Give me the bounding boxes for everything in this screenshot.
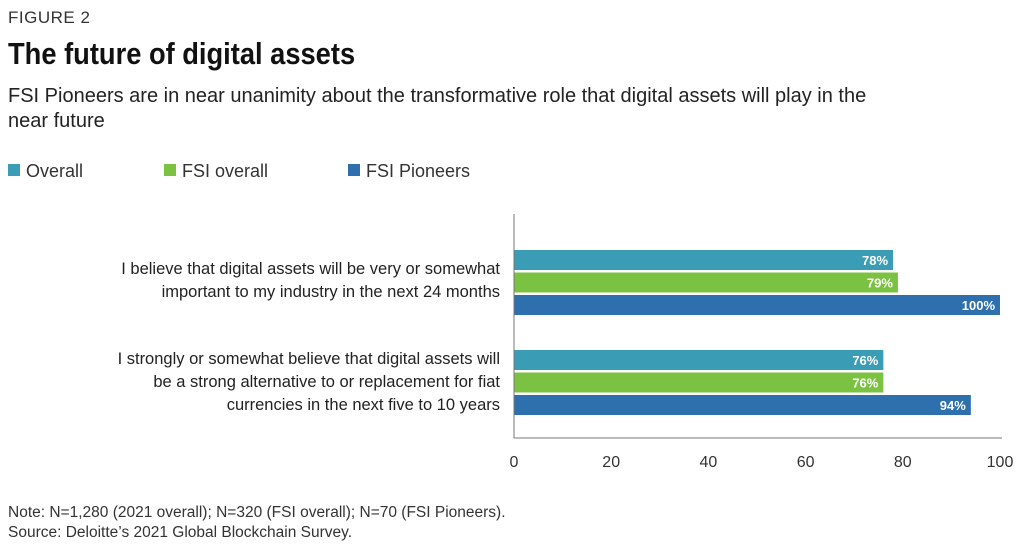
legend-label-overall: Overall: [26, 161, 84, 181]
x-tick-label-60: 60: [797, 454, 815, 471]
category-label-1-line-2: important to my industry in the next 24 …: [161, 283, 500, 301]
data-label-1-fsi-pioneers: 100%: [962, 298, 996, 313]
data-label-2-fsi-pioneers: 94%: [940, 398, 966, 413]
bar-2-fsi-overall: [514, 372, 884, 393]
source-text: Source: Deloitte’s 2021 Global Blockchai…: [8, 524, 353, 541]
chart-title: The future of digital assets: [8, 36, 356, 71]
x-tick-label-20: 20: [602, 454, 620, 471]
footnote: Note: N=1,280 (2021 overall); N=320 (FSI…: [8, 503, 506, 543]
data-label-1-overall: 78%: [862, 253, 888, 268]
legend-swatch-fsi-pioneers: [348, 164, 360, 176]
data-label-1-fsi-overall: 79%: [867, 276, 893, 291]
legend-item-overall: Overall: [8, 161, 83, 182]
bar-2-overall: [514, 350, 884, 370]
legend-swatch-fsi-overall: [164, 164, 176, 176]
category-label-2-line-2: be a strong alternative to or replacemen…: [153, 373, 500, 391]
legend-label-fsi-pioneers: FSI Pioneers: [366, 161, 471, 181]
category-label-1: I believe that digital assets will be ve…: [121, 258, 500, 304]
category-label-1-line-1: I believe that digital assets will be ve…: [121, 260, 500, 278]
bar-1-overall: [514, 250, 894, 270]
data-label-2-fsi-overall: 76%: [852, 376, 878, 391]
category-label-2: I strongly or somewhat believe that digi…: [118, 348, 500, 417]
legend-item-fsi-overall: FSI overall: [164, 161, 268, 182]
bar-2-fsi-pioneers: [514, 395, 971, 415]
legend-swatch-overall: [8, 164, 20, 176]
note-text: Note: N=1,280 (2021 overall); N=320 (FSI…: [8, 504, 506, 521]
legend-item-fsi-pioneers: FSI Pioneers: [348, 161, 470, 182]
x-tick-label-40: 40: [700, 454, 718, 471]
data-label-2-overall: 76%: [852, 353, 878, 368]
category-label-2-line-1: I strongly or somewhat believe that digi…: [117, 350, 500, 368]
legend-label-fsi-overall: FSI overall: [182, 161, 269, 181]
x-tick-label-80: 80: [894, 454, 912, 471]
figure-label: FIGURE 2: [8, 8, 91, 27]
bar-1-fsi-pioneers: [514, 295, 1000, 315]
category-label-2-line-3: currencies in the next five to 10 years: [226, 396, 500, 414]
bar-1-fsi-overall: [514, 272, 898, 293]
chart-subtitle: FSI Pioneers are in near unanimity about…: [8, 85, 867, 132]
x-tick-label-0: 0: [510, 454, 519, 471]
x-tick-label-100: 100: [987, 454, 1014, 471]
